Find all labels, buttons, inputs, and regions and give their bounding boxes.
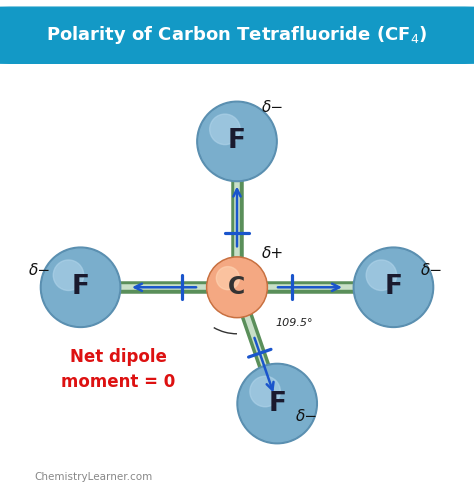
Circle shape: [353, 247, 434, 328]
Text: F: F: [228, 128, 246, 155]
Circle shape: [197, 101, 277, 182]
Circle shape: [208, 259, 266, 316]
Circle shape: [216, 267, 239, 290]
Text: δ−: δ−: [420, 263, 443, 278]
Circle shape: [42, 249, 118, 326]
Circle shape: [250, 376, 281, 407]
Text: F: F: [268, 391, 286, 417]
Circle shape: [366, 260, 397, 291]
Circle shape: [237, 364, 317, 444]
Text: δ−: δ−: [262, 100, 284, 115]
Circle shape: [239, 365, 315, 442]
Text: δ+: δ+: [262, 246, 284, 261]
Circle shape: [199, 103, 275, 179]
Text: δ−: δ−: [29, 263, 52, 278]
FancyBboxPatch shape: [0, 7, 474, 63]
Circle shape: [40, 247, 121, 328]
Text: C: C: [228, 275, 246, 299]
Circle shape: [207, 257, 267, 318]
Circle shape: [53, 260, 84, 291]
Text: Net dipole
moment = 0: Net dipole moment = 0: [62, 348, 176, 391]
Circle shape: [356, 249, 432, 326]
Text: F: F: [384, 274, 402, 300]
Text: 109.5°: 109.5°: [275, 318, 313, 328]
Text: δ−: δ−: [296, 409, 318, 424]
Circle shape: [210, 114, 240, 145]
Text: F: F: [72, 274, 90, 300]
Text: Polarity of Carbon Tetrafluoride (CF$_4$): Polarity of Carbon Tetrafluoride (CF$_4$…: [46, 24, 428, 46]
Text: ChemistryLearner.com: ChemistryLearner.com: [34, 472, 152, 482]
